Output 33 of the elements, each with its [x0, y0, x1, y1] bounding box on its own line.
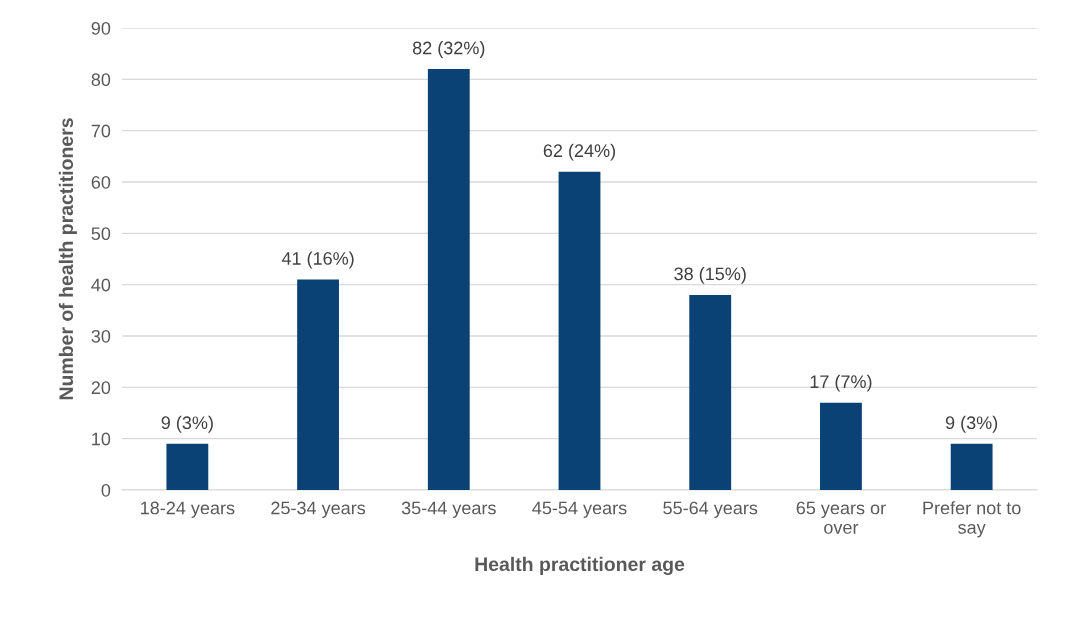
y-tick-label: 60 [91, 175, 111, 189]
bar [427, 69, 470, 490]
y-tick-label: 70 [91, 124, 111, 138]
bar [558, 171, 601, 490]
data-label: 9 (3%) [945, 415, 998, 433]
bar [689, 294, 732, 490]
data-label: 41 (16%) [281, 251, 354, 269]
data-label: 17 (7%) [810, 374, 872, 392]
data-label: 9 (3%) [161, 415, 213, 433]
x-axis-title: Health practitioner age [475, 556, 685, 576]
bar [166, 443, 209, 490]
x-tick-label: 35-44 years [401, 501, 496, 518]
y-axis-title: Number of health practitioners [58, 118, 77, 400]
y-tick-label: 40 [91, 278, 111, 292]
bar [297, 279, 339, 490]
bar [820, 402, 862, 490]
x-tick-label: 45-54 years [532, 501, 627, 518]
y-tick-label: 0 [101, 483, 111, 497]
y-tick-label: 20 [91, 381, 111, 395]
data-label: 38 (15%) [674, 266, 746, 284]
x-tick-label: Prefer not to say [923, 501, 1021, 538]
y-tick-label: 10 [92, 432, 111, 446]
y-tick-label: 90 [91, 21, 111, 35]
x-tick-label: 55-64 years [663, 501, 758, 518]
y-tick-label: 50 [91, 227, 111, 241]
x-tick-label: 18-24 years [141, 501, 235, 518]
data-label: 82 (32%) [412, 41, 485, 58]
data-label: 62 (24%) [543, 143, 616, 161]
y-tick-label: 80 [91, 73, 111, 87]
x-tick-label: 25-34 years [271, 501, 366, 518]
y-tick-label: 30 [91, 329, 111, 343]
x-tick-label: 65 years or over [796, 501, 886, 534]
bar [950, 443, 993, 490]
